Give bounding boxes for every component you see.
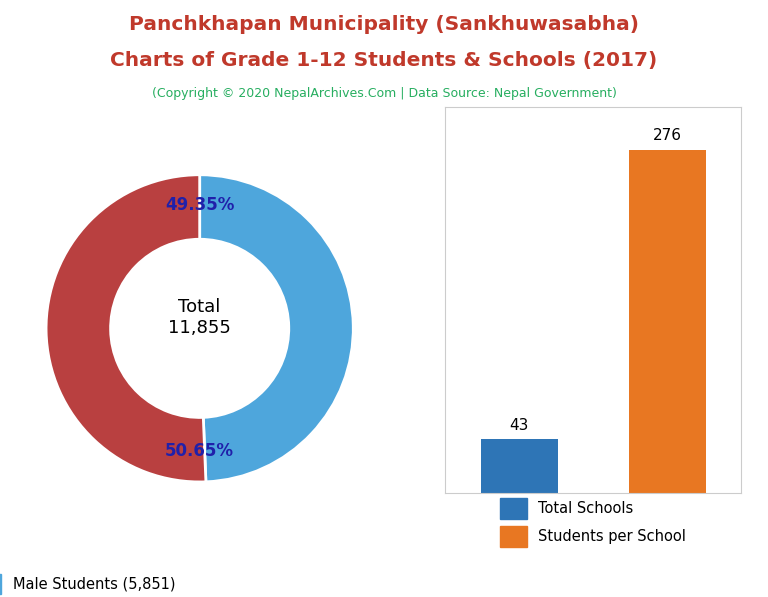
Legend: Total Schools, Students per School: Total Schools, Students per School — [495, 493, 692, 553]
Bar — [629, 150, 706, 493]
Text: 49.35%: 49.35% — [165, 196, 234, 214]
Text: Total
11,855: Total 11,855 — [168, 298, 231, 337]
Text: 50.65%: 50.65% — [165, 442, 234, 460]
Text: 43: 43 — [510, 418, 529, 433]
Text: Charts of Grade 1-12 Students & Schools (2017): Charts of Grade 1-12 Students & Schools … — [111, 51, 657, 70]
Wedge shape — [200, 175, 353, 482]
Legend: Male Students (5,851), Female Students (6,004): Male Students (5,851), Female Students (… — [0, 568, 200, 597]
Text: Panchkhapan Municipality (Sankhuwasabha): Panchkhapan Municipality (Sankhuwasabha) — [129, 15, 639, 34]
Wedge shape — [46, 175, 206, 482]
Bar — [481, 439, 558, 493]
Text: 276: 276 — [653, 128, 682, 143]
Text: (Copyright © 2020 NepalArchives.Com | Data Source: Nepal Government): (Copyright © 2020 NepalArchives.Com | Da… — [151, 87, 617, 100]
